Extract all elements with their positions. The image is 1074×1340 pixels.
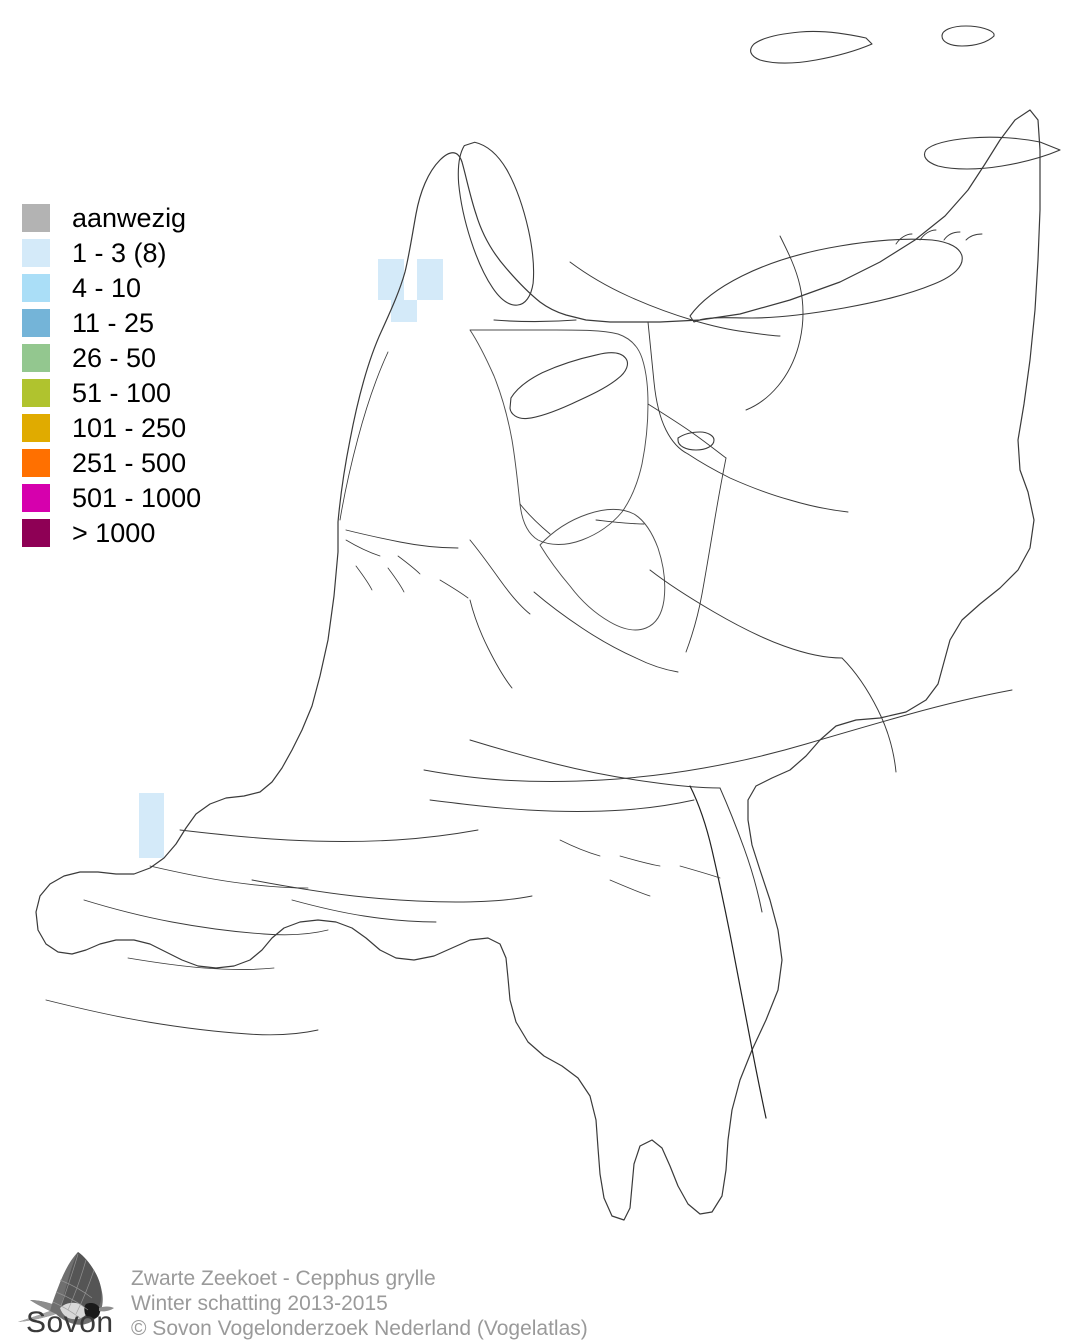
legend-swatch-501-1000	[22, 483, 50, 512]
province-border-drenthe-overijssel	[687, 453, 849, 513]
sovon-wordmark: Sovon	[26, 1306, 114, 1336]
island-griend	[677, 431, 715, 451]
island-ameland	[923, 136, 1061, 170]
legend-swatch-4-10	[22, 273, 50, 302]
markermeer-waterbody	[539, 509, 666, 631]
province-border-groningen-drenthe	[745, 235, 804, 411]
cell-noordzee-zeeland[interactable]	[139, 793, 164, 858]
province-border-noordbrabant-limburg	[719, 787, 763, 913]
legend-item-251-500[interactable]: 251 - 500	[22, 445, 282, 480]
zeeland-grevelingen	[149, 865, 309, 889]
footer-caption: Zwarte Zeekoet - Cepphus grylle Winter s…	[131, 1266, 588, 1340]
zeeland-westerschelde	[45, 999, 319, 1036]
inland-water-details-west	[345, 539, 469, 599]
afsluitdijk	[493, 319, 577, 323]
legend-label-4-10: 4 - 10	[72, 272, 142, 303]
legend-swatch-1-3	[22, 238, 50, 267]
svg-text:Sovon: Sovon	[26, 1306, 114, 1336]
houtribdijk	[595, 519, 645, 525]
legend-item-aanwezig[interactable]: aanwezig	[22, 200, 282, 235]
province-border-flevoland-noordholland	[519, 503, 551, 535]
cell-waddenzee-texel-east[interactable]	[417, 259, 443, 300]
province-border-overijssel-gelderland	[649, 569, 843, 659]
footer-copyright-line: © Sovon Vogelonderzoek Nederland (Vogela…	[131, 1317, 588, 1340]
footer-period-line: Winter schatting 2013-2015	[131, 1292, 388, 1315]
waddenzee-inner-shoals	[895, 229, 983, 245]
legend-item-gt-1000[interactable]: > 1000	[22, 515, 282, 550]
legend-label-26-50: 26 - 50	[72, 342, 157, 373]
river-rijn-waal	[423, 689, 1013, 782]
river-hollandsch-diep	[251, 879, 533, 903]
island-texel	[457, 141, 535, 306]
legend-item-11-25[interactable]: 11 - 25	[22, 305, 282, 340]
province-border-zuidholland-noordholland	[345, 529, 459, 549]
legend-swatch-51-100	[22, 378, 50, 407]
cell-den-helder[interactable]	[391, 300, 417, 322]
legend-item-4-10[interactable]: 4 - 10	[22, 270, 282, 305]
legend-item-51-100[interactable]: 51 - 100	[22, 375, 282, 410]
island-vlieland	[509, 352, 628, 420]
legend-item-101-250[interactable]: 101 - 250	[22, 410, 282, 445]
legend: aanwezig 1 - 3 (8) 4 - 10 11 - 25 26 - 5…	[22, 200, 282, 550]
footer: Sovon Zwarte Zeekoet - Cepphus grylle Wi…	[0, 1248, 1074, 1340]
cell-noordzee-texel-west[interactable]	[378, 259, 404, 300]
coastline-holland-dunes	[339, 351, 389, 521]
river-ijssel	[685, 457, 727, 653]
province-border-utrecht-zuidholland	[469, 599, 513, 689]
legend-swatch-gt-1000	[22, 518, 50, 547]
sovon-swallow-logo-icon: Sovon	[18, 1252, 114, 1336]
legend-item-1-3[interactable]: 1 - 3 (8)	[22, 235, 282, 270]
inland-water-details-brabant	[559, 839, 721, 897]
province-border-zeeland-noordbrabant	[291, 899, 437, 923]
legend-swatch-aanwezig	[22, 203, 50, 232]
data-cells-layer	[139, 259, 443, 858]
sovon-logo[interactable]: Sovon	[16, 1248, 124, 1336]
ijsselmeer-waterbody	[469, 329, 649, 545]
province-border-flevoland-overijssel	[647, 403, 727, 459]
map-outline-layer	[35, 25, 1061, 1221]
legend-label-gt-1000: > 1000	[72, 517, 156, 548]
legend-label-11-25: 11 - 25	[72, 307, 155, 338]
legend-swatch-251-500	[22, 448, 50, 477]
province-border-gelderland-limburg-east	[841, 657, 897, 773]
legend-label-51-100: 51 - 100	[72, 377, 172, 408]
legend-label-101-250: 101 - 250	[72, 412, 187, 443]
province-border-gelderland-noordbrabant	[469, 739, 721, 789]
province-border-friesland-groningen	[569, 261, 781, 337]
island-rottumeroog	[941, 25, 995, 47]
zeeland-veerse-meer	[127, 957, 275, 970]
island-schiermonnikoog	[750, 30, 873, 64]
footer-species-line: Zwarte Zeekoet - Cepphus grylle	[131, 1267, 436, 1290]
zeeland-oosterschelde	[83, 899, 329, 936]
legend-label-1-3: 1 - 3 (8)	[72, 237, 167, 268]
legend-label-251-500: 251 - 500	[72, 447, 187, 478]
legend-label-aanwezig: aanwezig	[72, 202, 187, 233]
legend-swatch-101-250	[22, 413, 50, 442]
province-border-gelderland-utrecht	[533, 591, 679, 673]
river-maas	[689, 785, 767, 1119]
national-border-outline	[35, 109, 1041, 1221]
island-terschelling	[689, 238, 963, 323]
legend-swatch-11-25	[22, 308, 50, 337]
swallow-bird-icon	[18, 1252, 114, 1325]
legend-swatch-26-50	[22, 343, 50, 372]
legend-label-501-1000: 501 - 1000	[72, 482, 202, 513]
legend-item-26-50[interactable]: 26 - 50	[22, 340, 282, 375]
river-nieuwe-waterweg	[179, 829, 479, 842]
province-border-utrecht-noordholland	[469, 539, 531, 615]
river-lek	[429, 799, 695, 812]
province-border-friesland-drenthe	[647, 321, 689, 455]
netherlands-distribution-map[interactable]	[0, 0, 1074, 1250]
legend-item-501-1000[interactable]: 501 - 1000	[22, 480, 282, 515]
